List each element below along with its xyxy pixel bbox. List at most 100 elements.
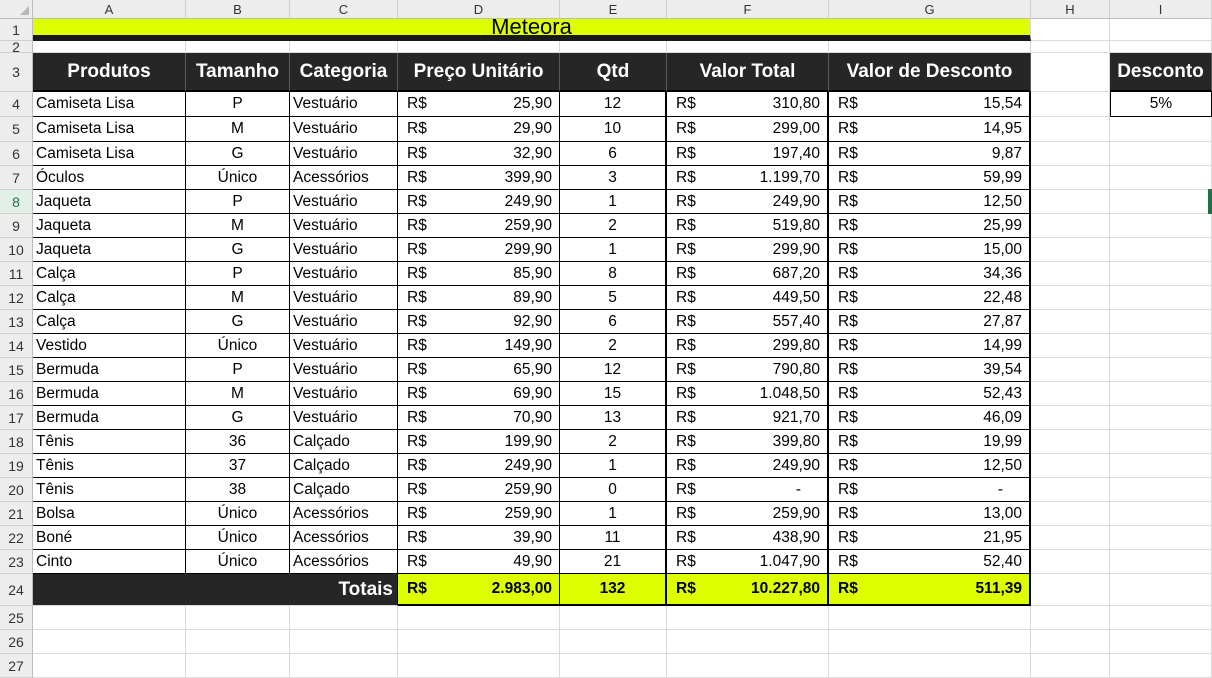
product-cell[interactable]: Bolsa	[33, 502, 186, 526]
product-cell[interactable]: Bermuda	[33, 406, 186, 430]
empty-cell[interactable]	[1110, 358, 1212, 382]
column-header-e[interactable]: E	[560, 0, 667, 19]
empty-cell[interactable]	[186, 41, 290, 53]
empty-cell[interactable]	[1110, 526, 1212, 550]
product-cell[interactable]: Jaqueta	[33, 190, 186, 214]
column-header-c[interactable]: C	[290, 0, 398, 19]
total-value-cell[interactable]: R$ 557,40	[667, 310, 829, 334]
unit-price-cell[interactable]: R$ 49,90	[398, 550, 560, 574]
category-cell[interactable]: Vestuário	[290, 334, 398, 358]
total-value-cell[interactable]: R$ 519,80	[667, 214, 829, 238]
quantity-cell[interactable]: 12	[560, 92, 667, 117]
empty-cell[interactable]	[1110, 238, 1212, 262]
row-header-27[interactable]: 27	[0, 654, 33, 678]
quantity-cell[interactable]: 1	[560, 238, 667, 262]
unit-price-cell[interactable]: R$ 399,90	[398, 166, 560, 190]
row-header-26[interactable]: 26	[0, 630, 33, 654]
empty-cell[interactable]	[1031, 142, 1110, 166]
discount-value-row-cell[interactable]: R$ 21,95	[829, 526, 1031, 550]
empty-cell[interactable]	[1110, 478, 1212, 502]
row-header-10[interactable]: 10	[0, 238, 33, 262]
discount-value-row-cell[interactable]: R$ 19,99	[829, 430, 1031, 454]
row-header-3[interactable]: 3	[0, 53, 33, 92]
empty-cell[interactable]	[398, 654, 560, 678]
empty-cell[interactable]	[1110, 142, 1212, 166]
row-header-5[interactable]: 5	[0, 117, 33, 142]
size-cell[interactable]: P	[186, 92, 290, 117]
category-cell[interactable]: Acessórios	[290, 502, 398, 526]
row-header-22[interactable]: 22	[0, 526, 33, 550]
total-value-cell[interactable]: R$ 249,90	[667, 190, 829, 214]
unit-price-cell[interactable]: R$ 32,90	[398, 142, 560, 166]
size-cell[interactable]: 37	[186, 454, 290, 478]
empty-cell[interactable]	[1110, 606, 1212, 630]
quantity-cell[interactable]: 2	[560, 334, 667, 358]
size-cell[interactable]: M	[186, 117, 290, 142]
category-cell[interactable]: Calçado	[290, 454, 398, 478]
row-header-8[interactable]: 8	[0, 190, 33, 214]
size-cell[interactable]: G	[186, 142, 290, 166]
total-value-cell[interactable]: R$ 299,90	[667, 238, 829, 262]
product-cell[interactable]: Calça	[33, 262, 186, 286]
category-cell[interactable]: Vestuário	[290, 238, 398, 262]
product-cell[interactable]: Calça	[33, 286, 186, 310]
row-header-6[interactable]: 6	[0, 142, 33, 166]
column-header-f[interactable]: F	[667, 0, 829, 19]
row-header-9[interactable]: 9	[0, 214, 33, 238]
quantity-cell[interactable]: 5	[560, 286, 667, 310]
row-header-17[interactable]: 17	[0, 406, 33, 430]
empty-cell[interactable]	[398, 606, 560, 630]
size-cell[interactable]: Único	[186, 166, 290, 190]
category-cell[interactable]: Vestuário	[290, 358, 398, 382]
unit-price-cell[interactable]: R$ 89,90	[398, 286, 560, 310]
category-cell[interactable]: Calçado	[290, 430, 398, 454]
empty-cell[interactable]	[829, 606, 1031, 630]
empty-cell[interactable]	[398, 630, 560, 654]
size-cell[interactable]: M	[186, 382, 290, 406]
empty-cell[interactable]	[1031, 654, 1110, 678]
category-cell[interactable]: Vestuário	[290, 190, 398, 214]
row-header-13[interactable]: 13	[0, 310, 33, 334]
total-value-cell[interactable]: R$ 687,20	[667, 262, 829, 286]
quantity-cell[interactable]: 21	[560, 550, 667, 574]
discount-value-row-cell[interactable]: R$ 46,09	[829, 406, 1031, 430]
header-cell-2[interactable]: Tamanho	[186, 53, 290, 92]
empty-cell[interactable]	[1110, 41, 1212, 53]
row-header-16[interactable]: 16	[0, 382, 33, 406]
totals-discount-cell[interactable]: R$ 511,39	[829, 574, 1031, 606]
unit-price-cell[interactable]: R$ 259,90	[398, 478, 560, 502]
empty-cell[interactable]	[1110, 382, 1212, 406]
empty-cell[interactable]	[1110, 310, 1212, 334]
empty-cell[interactable]	[1031, 334, 1110, 358]
empty-cell[interactable]	[1110, 334, 1212, 358]
discount-value-row-cell[interactable]: R$ 59,99	[829, 166, 1031, 190]
totals-value-cell[interactable]: R$ 10.227,80	[667, 574, 829, 606]
empty-cell[interactable]	[1110, 574, 1212, 606]
empty-cell[interactable]	[1031, 19, 1110, 41]
discount-value-row-cell[interactable]: R$ 15,54	[829, 92, 1031, 117]
discount-value-row-cell[interactable]: R$ -	[829, 478, 1031, 502]
quantity-cell[interactable]: 0	[560, 478, 667, 502]
unit-price-cell[interactable]: R$ 39,90	[398, 526, 560, 550]
empty-cell[interactable]	[1110, 19, 1212, 41]
quantity-cell[interactable]: 1	[560, 190, 667, 214]
category-cell[interactable]: Vestuário	[290, 117, 398, 142]
empty-cell[interactable]	[290, 630, 398, 654]
total-value-cell[interactable]: R$ 197,40	[667, 142, 829, 166]
empty-cell[interactable]	[1031, 41, 1110, 53]
category-cell[interactable]: Vestuário	[290, 214, 398, 238]
discount-value-cell[interactable]: 5%	[1110, 92, 1212, 117]
size-cell[interactable]: 36	[186, 430, 290, 454]
row-header-25[interactable]: 25	[0, 606, 33, 630]
discount-value-row-cell[interactable]: R$ 13,00	[829, 502, 1031, 526]
column-header-d[interactable]: D	[398, 0, 560, 19]
row-header-2[interactable]: 2	[0, 40, 33, 54]
discount-value-row-cell[interactable]: R$ 15,00	[829, 238, 1031, 262]
empty-cell[interactable]	[1110, 550, 1212, 574]
empty-cell[interactable]	[1031, 502, 1110, 526]
category-cell[interactable]: Acessórios	[290, 550, 398, 574]
totals-quantity-cell[interactable]: 132	[560, 574, 667, 606]
discount-value-row-cell[interactable]: R$ 52,40	[829, 550, 1031, 574]
category-cell[interactable]: Calçado	[290, 478, 398, 502]
